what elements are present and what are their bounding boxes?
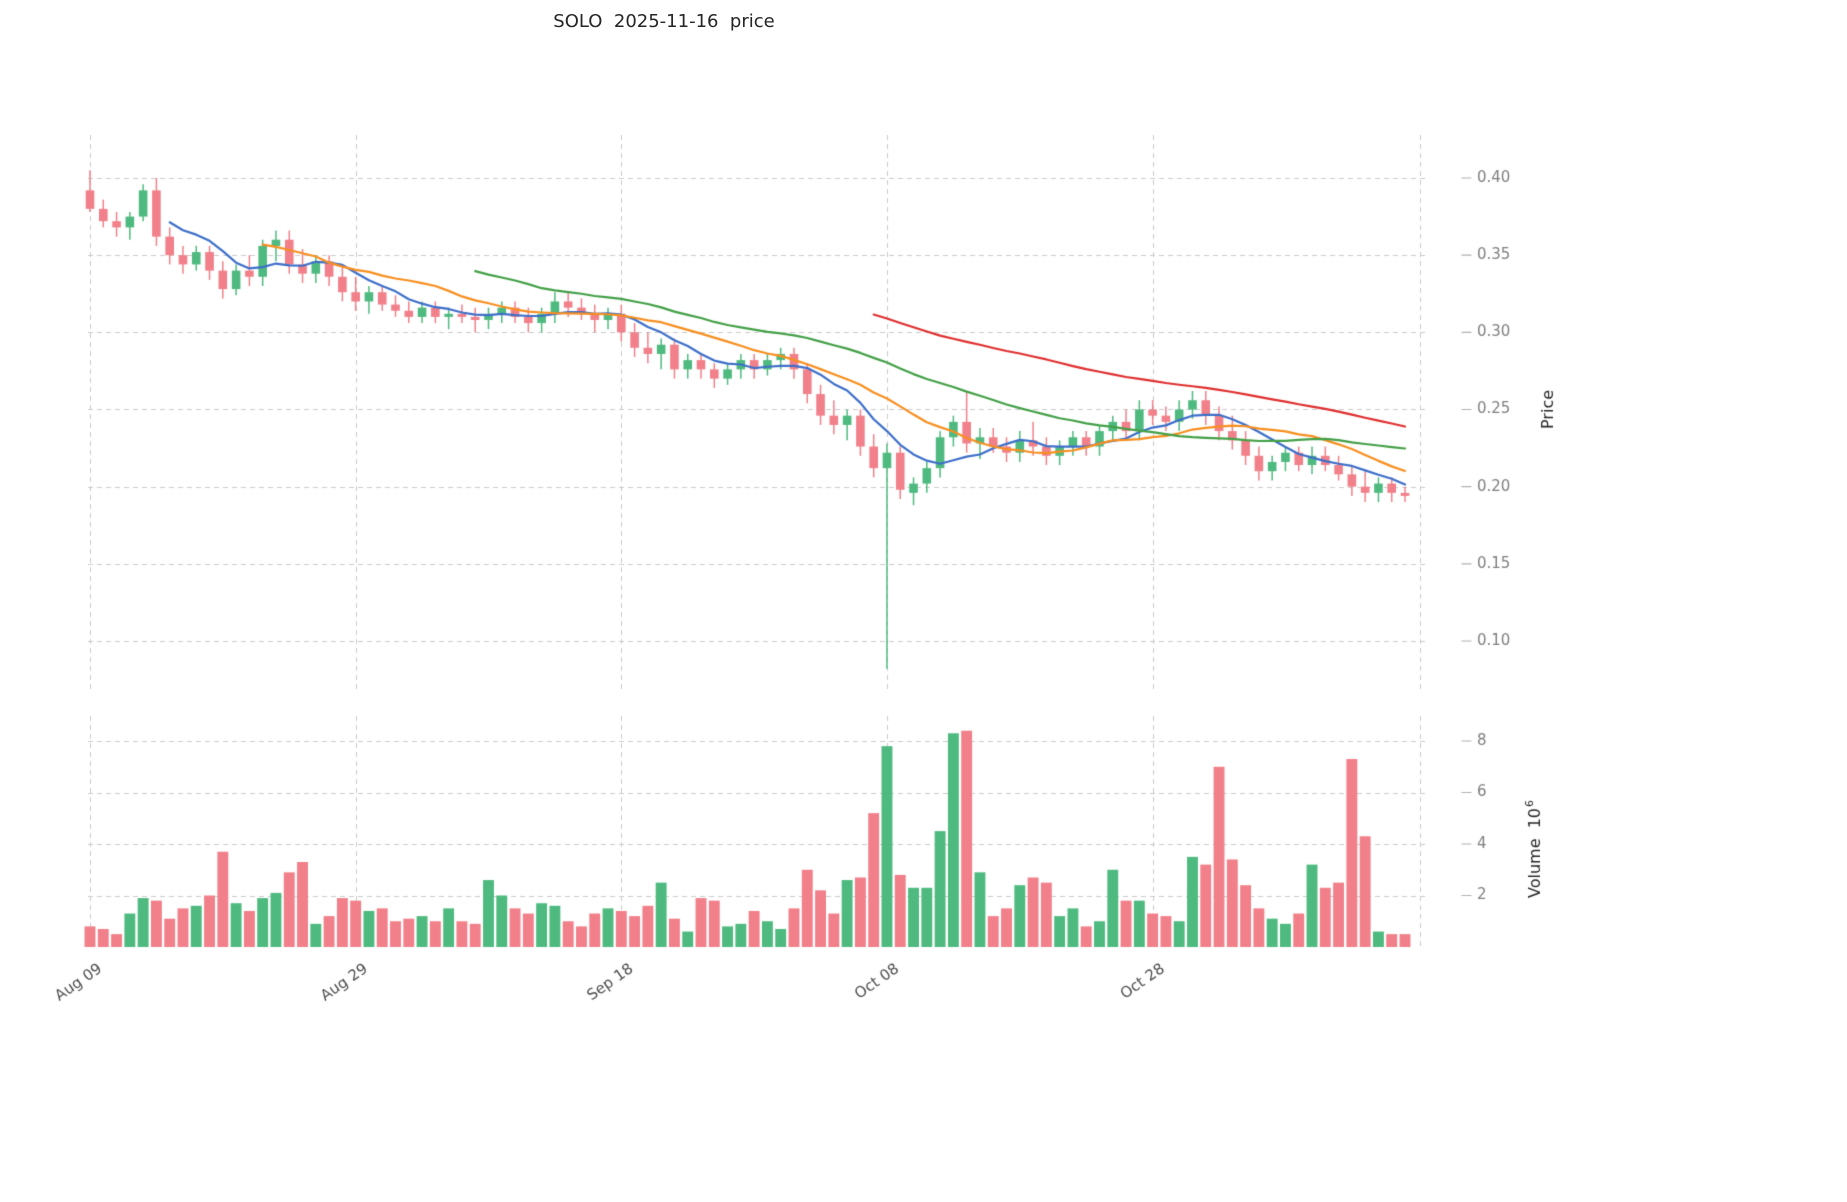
chart-title: SOLO 2025-11-16 price [553, 11, 775, 32]
